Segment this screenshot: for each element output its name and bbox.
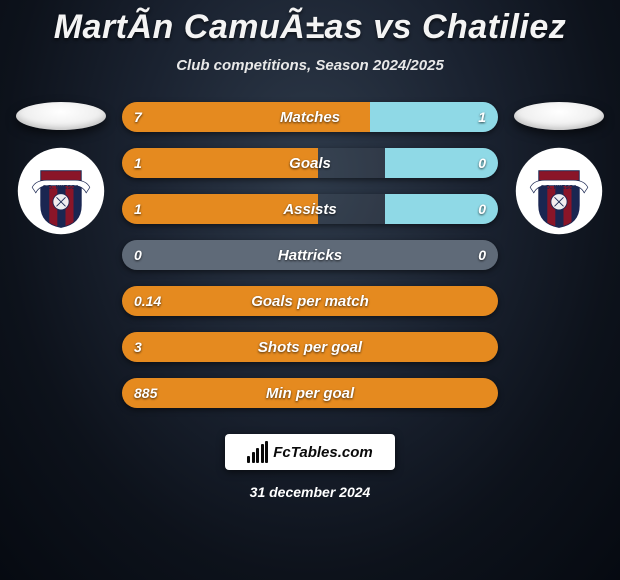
stat-label: Goals: [122, 148, 498, 178]
bars-icon: [247, 441, 269, 463]
right-player-column: S.D. HUESCA: [500, 102, 618, 236]
stat-value-right: 0: [478, 194, 486, 224]
stat-row: Hattricks0 0: [122, 240, 498, 270]
stat-label: Shots per goal: [122, 332, 498, 362]
stat-label: Hattricks: [122, 240, 498, 270]
right-player-placeholder: [514, 102, 604, 130]
stat-value-left: 0.14: [134, 286, 161, 316]
stat-row: Shots per goal3: [122, 332, 498, 362]
stat-label: Goals per match: [122, 286, 498, 316]
stat-value-right: 1: [478, 102, 486, 132]
right-team-crest: S.D. HUESCA: [514, 146, 604, 236]
date-text: 31 december 2024: [0, 484, 620, 500]
stat-label: Matches: [122, 102, 498, 132]
stat-value-left: 3: [134, 332, 142, 362]
crest-icon: S.D. HUESCA: [514, 146, 604, 236]
left-player-placeholder: [16, 102, 106, 130]
stat-value-left: 7: [134, 102, 142, 132]
stat-row: Assists1 0: [122, 194, 498, 224]
svg-text:S.D. HUESCA: S.D. HUESCA: [43, 185, 79, 191]
subtitle: Club competitions, Season 2024/2025: [0, 57, 620, 74]
comparison-panel: S.D. HUESCA Matches71Goals10Assists10Hat…: [0, 102, 620, 408]
stat-label: Assists: [122, 194, 498, 224]
stat-value-right: 0: [478, 148, 486, 178]
stat-value-left: 885: [134, 378, 157, 408]
stat-value-left: 1: [134, 148, 142, 178]
brand-text: FcTables.com: [273, 444, 372, 461]
stat-label: Min per goal: [122, 378, 498, 408]
page-title: MartÃ­n CamuÃ±as vs Chatiliez: [0, 0, 620, 47]
crest-icon: S.D. HUESCA: [16, 146, 106, 236]
stats-list: Matches71Goals10Assists10Hattricks00Goal…: [120, 102, 500, 408]
left-player-column: S.D. HUESCA: [2, 102, 120, 236]
stat-value-right: 0: [478, 240, 486, 270]
stat-row: Matches7 1: [122, 102, 498, 132]
left-team-crest: S.D. HUESCA: [16, 146, 106, 236]
fctables-logo: FcTables.com: [225, 434, 395, 470]
stat-value-left: 1: [134, 194, 142, 224]
stat-row: Goals per match0.14: [122, 286, 498, 316]
stat-value-left: 0: [134, 240, 142, 270]
svg-text:S.D. HUESCA: S.D. HUESCA: [541, 185, 577, 191]
stat-row: Goals1 0: [122, 148, 498, 178]
stat-row: Min per goal885: [122, 378, 498, 408]
